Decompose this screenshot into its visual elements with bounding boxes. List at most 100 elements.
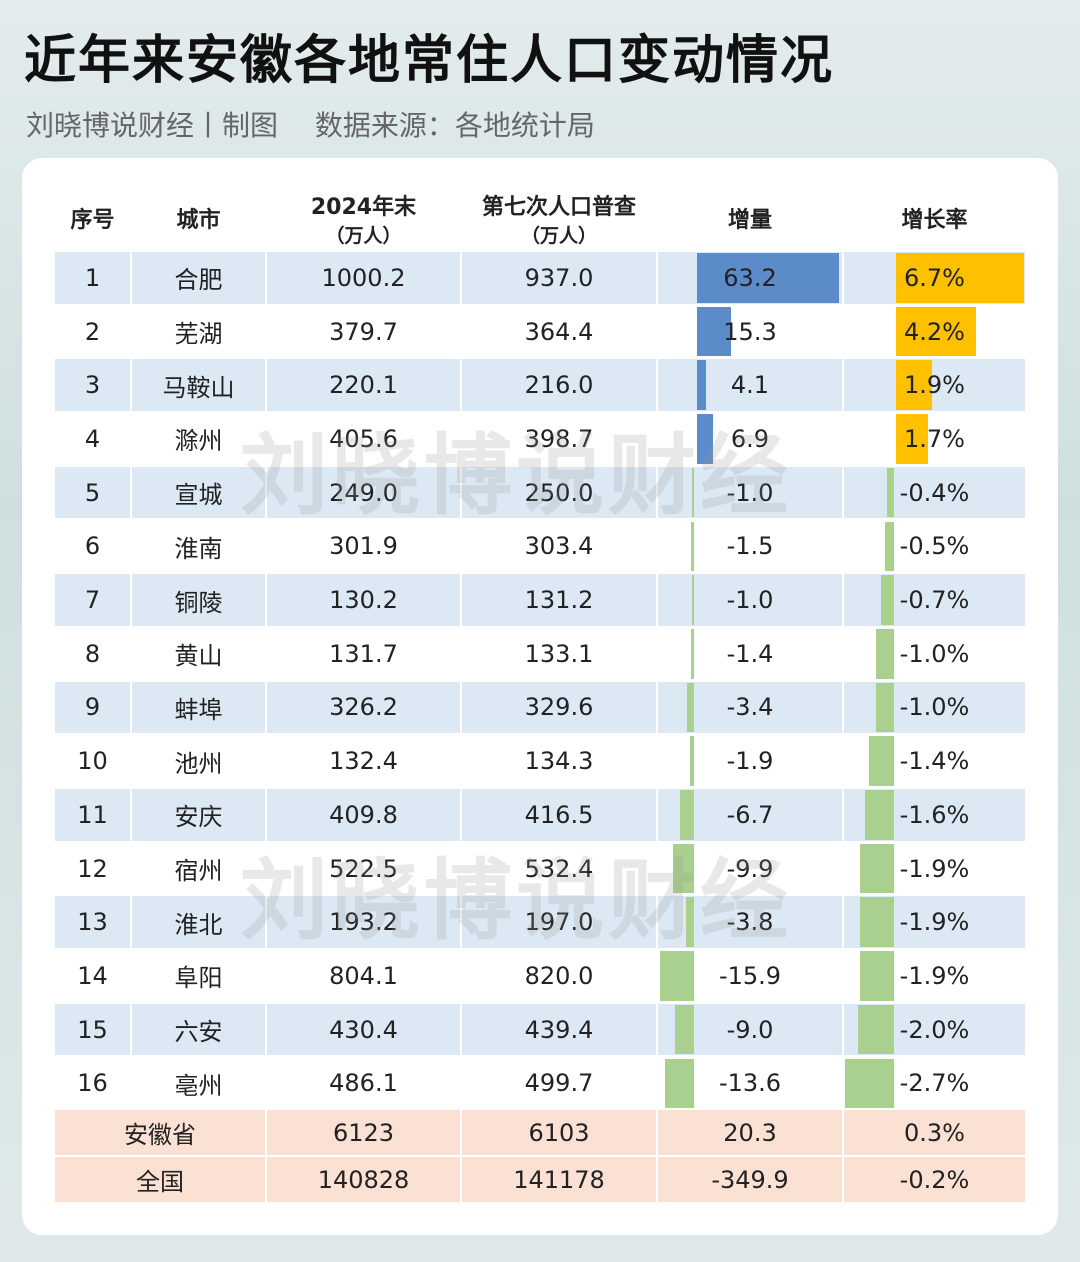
table-cell: -1.9% (899, 854, 970, 883)
header-line: 城市 (176, 208, 221, 233)
row-background (267, 359, 460, 412)
row-background (55, 896, 130, 949)
increase-bar (697, 253, 840, 303)
table-cell: -13.6 (718, 1069, 782, 1098)
row-background (462, 1003, 656, 1056)
table-cell: 820.0 (524, 961, 594, 990)
rate-bar (881, 575, 894, 625)
table-cell: 130.2 (329, 586, 398, 615)
table-cell: 6.9 (730, 424, 770, 453)
row-background (132, 789, 265, 841)
summary-background (462, 1157, 656, 1202)
summary-background (658, 1110, 842, 1155)
increase-bar (697, 306, 732, 357)
table-cell: 1.7% (904, 424, 965, 453)
row-background (267, 466, 460, 519)
table-cell: 131.7 (329, 639, 398, 668)
table-cell: 405.6 (329, 424, 398, 453)
table-cell: 9 (84, 693, 101, 722)
header-line: 2024年末 (310, 194, 417, 220)
summary-cell: 20.3 (723, 1118, 777, 1147)
rate-bar (884, 521, 894, 572)
table-cell: 5 (84, 478, 101, 507)
rate-bar (896, 253, 1024, 303)
summary-background (844, 1157, 1025, 1202)
row-background (55, 252, 130, 304)
row-background (55, 466, 130, 519)
rate-bar (859, 897, 894, 948)
table-cell: 11 (77, 800, 108, 829)
table-cell: -1.5 (726, 532, 774, 561)
header-line: 增长率 (901, 208, 968, 233)
table-cell: 4 (84, 424, 101, 453)
watermark: 刘晓博说财经 (240, 849, 793, 952)
table-cell: 522.5 (329, 854, 398, 883)
increase-bar (691, 575, 694, 625)
row-background (844, 574, 1025, 626)
increase-bar (686, 682, 694, 733)
table-cell: -3.8 (726, 908, 774, 937)
table-cell: 326.2 (329, 693, 398, 722)
watermark: 刘晓博说财经 (240, 424, 793, 527)
rate-bar (875, 682, 894, 733)
table-cell: 4.2% (904, 317, 965, 346)
increase-bar (685, 897, 694, 948)
increase-bar (690, 521, 694, 572)
table-cell: -1.4 (726, 639, 774, 668)
summary-background (844, 1110, 1025, 1155)
column-header: 城市 (132, 185, 265, 251)
table-cell: 2 (84, 317, 101, 346)
table-cell: 499.7 (524, 1069, 594, 1098)
table-cell: 8 (84, 639, 101, 668)
table-cell: 430.4 (329, 1015, 398, 1044)
table-cell: 220.1 (329, 371, 398, 400)
column-header: 第七次人口普查 （万人） (462, 185, 656, 251)
header-line: （万人） (520, 224, 597, 247)
row-background (462, 359, 656, 412)
rate-bar (857, 1004, 894, 1055)
table-cell: 133.1 (524, 639, 594, 668)
increase-bar (674, 1004, 694, 1055)
rate-bar (896, 414, 929, 464)
table-cell: 329.6 (524, 693, 594, 722)
header-line: 第七次人口普查 (481, 194, 636, 220)
rate-bar (896, 306, 977, 357)
table-cell: 宣城 (174, 481, 223, 510)
table-cell: 937.0 (524, 263, 594, 292)
increase-bar (679, 790, 694, 840)
table-cell: 134.3 (524, 747, 594, 776)
summary-background (55, 1157, 265, 1202)
table-cell: -9.9 (726, 854, 774, 883)
table-cell: 铜陵 (174, 588, 223, 617)
row-background (267, 896, 460, 949)
increase-bar (691, 628, 694, 679)
table-cell: 7 (84, 586, 101, 615)
table-cell: 3 (84, 371, 101, 400)
title: 近年来安徽各地常住人口变动情况 (24, 30, 835, 91)
table-cell: -2.7% (899, 1069, 970, 1098)
rate-bar (896, 360, 933, 411)
increase-bar (697, 360, 707, 411)
table-cell: 6.7% (904, 263, 965, 292)
table-cell: 12 (77, 854, 108, 883)
table-cell: 安庆 (174, 803, 223, 832)
table-cell: 6 (84, 532, 101, 561)
row-background (658, 574, 842, 626)
table-cell: 249.0 (329, 478, 398, 507)
table-cell: 364.4 (524, 317, 594, 346)
rate-bar (886, 467, 894, 518)
row-background (267, 789, 460, 841)
table-cell: 宿州 (174, 857, 223, 886)
table-cell: 1.9% (904, 371, 965, 400)
table-cell: 398.7 (524, 424, 594, 453)
table-cell: 486.1 (329, 1069, 398, 1098)
table-cell: -0.4% (899, 478, 970, 507)
table-cell: -0.5% (899, 532, 970, 561)
table-cell: 250.0 (524, 478, 594, 507)
table-cell: 132.4 (329, 747, 398, 776)
summary-background (55, 1110, 265, 1155)
table-cell: 416.5 (524, 800, 594, 829)
column-header: 序号 (55, 185, 130, 251)
table-cell: 197.0 (524, 908, 594, 937)
row-background (132, 681, 265, 734)
